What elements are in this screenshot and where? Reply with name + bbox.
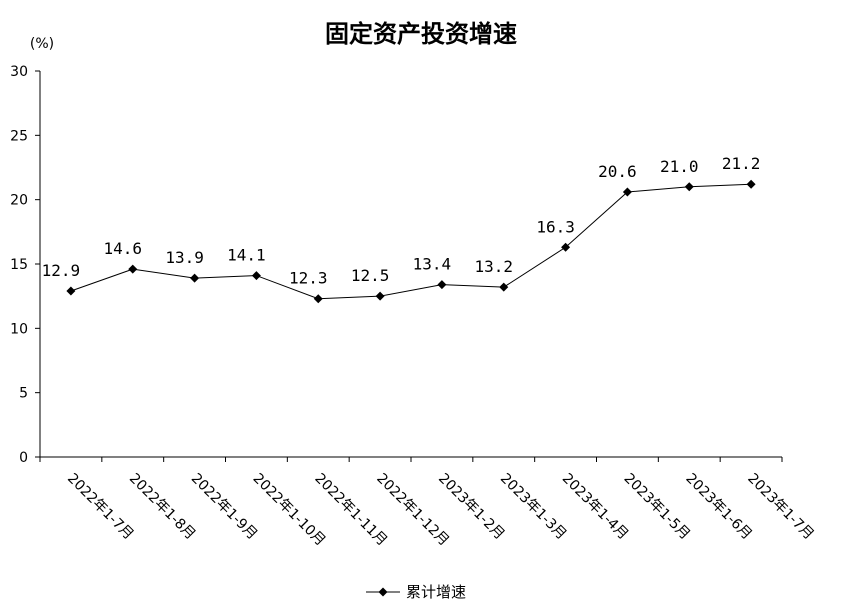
- data-point-marker: [190, 273, 200, 283]
- series-group: [66, 179, 756, 304]
- data-label: 12.3: [289, 269, 328, 288]
- legend: 累计增速: [366, 583, 466, 601]
- axes: [39, 71, 782, 458]
- data-label: 14.1: [227, 246, 266, 265]
- data-label: 16.3: [536, 217, 575, 236]
- data-point-marker: [746, 179, 756, 189]
- data-labels: 12.9 14.6 13.9 14.1 12.3 12.5 13.4 13.2 16.3 20.6…: [42, 154, 761, 288]
- data-point-marker: [561, 242, 571, 252]
- legend-diamond-marker: [378, 587, 388, 597]
- y-axis-unit-label: (%): [30, 36, 54, 52]
- y-tick-label: 30: [10, 64, 28, 80]
- data-label: 21.2: [722, 154, 761, 173]
- data-label: 14.6: [103, 239, 142, 258]
- data-label: 13.2: [474, 257, 513, 276]
- data-point-marker: [437, 280, 447, 290]
- data-point-marker: [375, 291, 385, 301]
- data-point-marker: [313, 294, 323, 304]
- data-point-marker: [684, 182, 694, 192]
- data-point-marker: [66, 286, 76, 296]
- y-tick-label: 10: [10, 321, 28, 337]
- data-label: 13.4: [413, 255, 452, 274]
- y-tick-label: 25: [10, 128, 28, 144]
- data-label: 20.6: [598, 162, 637, 181]
- data-label: 12.5: [351, 266, 390, 285]
- data-point-marker: [622, 187, 632, 197]
- data-label: 21.0: [660, 157, 699, 176]
- data-label: 12.9: [42, 261, 81, 280]
- y-tick-label: 5: [19, 386, 28, 402]
- data-point-marker: [251, 271, 261, 281]
- data-point-marker: [128, 264, 138, 274]
- chart-title: 固定资产投资增速: [325, 19, 517, 48]
- series-line: [70, 183, 752, 300]
- data-point-marker: [499, 282, 509, 292]
- x-axis-ticks: 2022年1-7月2022年1-8月2022年1-9月2022年1-10月202…: [39, 457, 817, 549]
- y-axis-ticks: 0 5 10 15 20 25 30: [10, 64, 40, 466]
- x-tick-label: 2023年1-7月: [744, 471, 816, 543]
- data-label: 13.9: [165, 248, 204, 267]
- legend-label: 累计增速: [406, 583, 466, 601]
- y-tick-label: 20: [10, 193, 28, 209]
- y-tick-label: 0: [19, 450, 28, 466]
- y-tick-label: 15: [10, 257, 28, 273]
